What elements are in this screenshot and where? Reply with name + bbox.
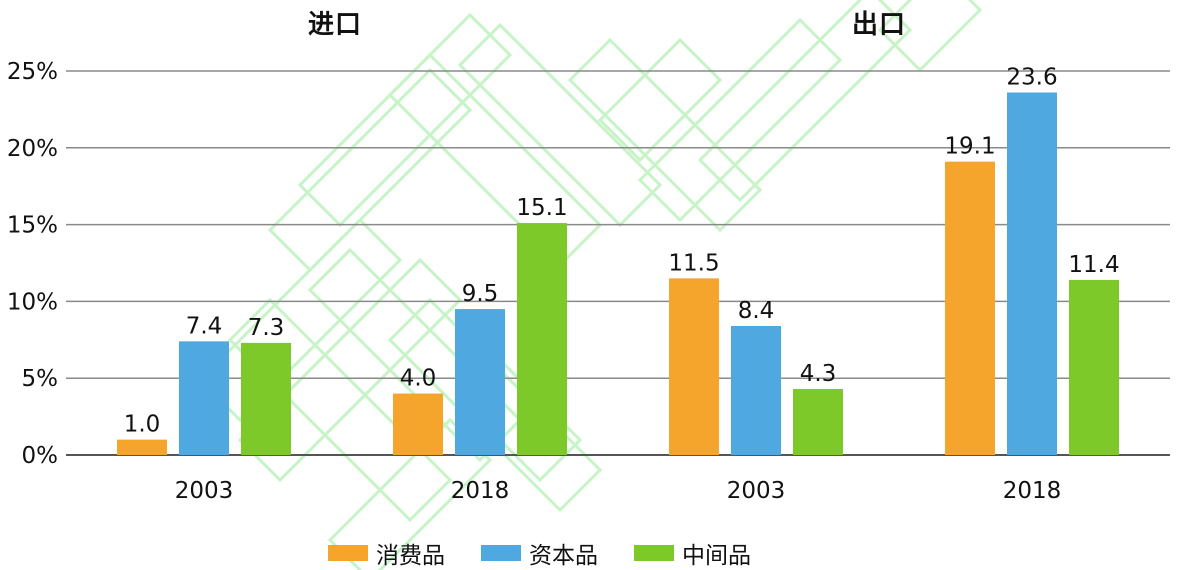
x-tick-label: 2018 [1003,478,1062,504]
bar [455,309,505,455]
data-labels: 1.0 7.4 7.3 4.0 9.5 15.1 11.5 8.4 4.3 19.1 23.6 11.… [124,65,1120,438]
legend-item-intermediate: 中间品 [634,536,751,570]
legend-label-intermediate: 中间品 [682,543,751,569]
bar [517,223,567,455]
bar [117,439,167,455]
legend-swatch-intermediate [634,545,674,561]
data-label: 11.5 [668,250,719,276]
data-label: 4.3 [800,361,837,387]
y-tick-label: 10% [7,289,58,315]
legend-swatch-capital [481,545,521,561]
data-label: 7.4 [186,313,223,339]
data-label: 7.3 [248,315,285,341]
legend-label-capital: 资本品 [529,543,598,569]
data-label: 8.4 [738,298,775,324]
group-title-import: 进口 [308,10,363,40]
bar [731,325,781,455]
data-label: 11.4 [1068,252,1119,278]
data-label: 1.0 [124,412,161,438]
bar [393,393,443,455]
bar [179,341,229,455]
y-tick-label: 25% [7,59,58,85]
legend: 消费品 资本品 中间品 [328,536,751,570]
data-label: 9.5 [462,281,499,307]
legend-item-capital: 资本品 [481,536,598,570]
group-title-export: 出口 [852,10,907,40]
bar [945,161,995,455]
bar [669,278,719,455]
y-tick-label: 0% [22,443,59,469]
data-label: 19.1 [944,134,995,160]
y-tick-label: 5% [22,366,59,392]
y-tick-label: 15% [7,213,58,239]
data-label: 23.6 [1006,65,1057,91]
bar [1069,279,1119,455]
y-tick-label: 20% [7,136,58,162]
legend-item-consumer: 消费品 [328,536,445,570]
data-label: 4.0 [400,366,437,392]
x-tick-label: 2003 [175,478,234,504]
bar [793,388,843,455]
x-tick-label: 2018 [451,478,510,504]
legend-swatch-consumer [328,545,368,561]
bar [241,342,291,455]
x-tick-label: 2003 [727,478,786,504]
x-tick-labels: 2003 2018 2003 2018 [175,478,1062,504]
data-label: 15.1 [516,195,567,221]
legend-label-consumer: 消费品 [376,543,445,569]
bar [1007,92,1057,455]
bars [117,92,1119,455]
